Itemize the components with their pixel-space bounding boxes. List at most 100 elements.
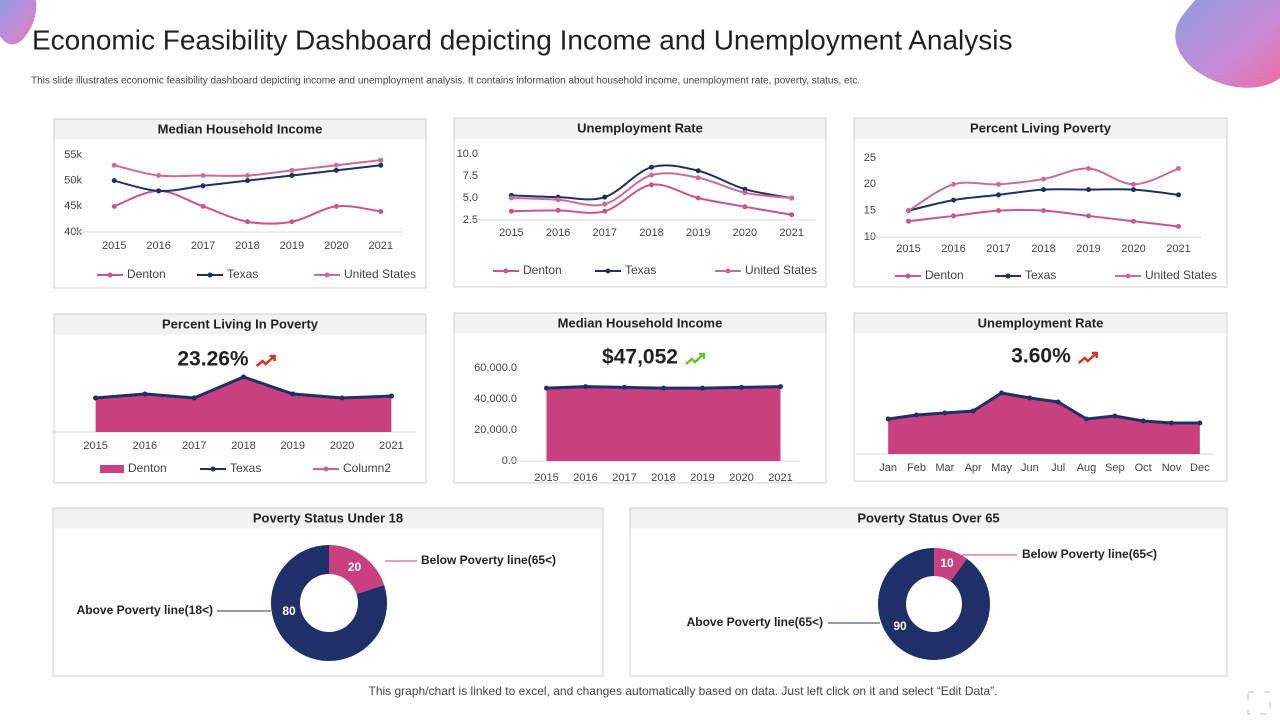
point bbox=[1176, 166, 1181, 172]
x-tick-label: 2017 bbox=[612, 472, 636, 484]
point bbox=[1041, 176, 1046, 182]
point bbox=[1112, 413, 1118, 419]
legend-label: United States bbox=[344, 267, 416, 281]
legend-swatch bbox=[210, 466, 216, 472]
point bbox=[111, 162, 117, 168]
point bbox=[555, 197, 561, 203]
x-tick-label: Feb bbox=[907, 462, 926, 474]
point bbox=[289, 219, 295, 225]
x-tick-label: 2019 bbox=[281, 440, 305, 452]
y-tick-label: 50k bbox=[64, 175, 82, 187]
x-tick-label: 2016 bbox=[573, 472, 597, 484]
point bbox=[339, 395, 345, 401]
x-tick-label: 2017 bbox=[593, 227, 617, 239]
legend-swatch bbox=[605, 268, 611, 274]
point bbox=[378, 208, 384, 214]
legend-label: Denton bbox=[925, 268, 964, 282]
x-tick-label: 2017 bbox=[986, 243, 1010, 255]
x-tick-label: Aug bbox=[1077, 462, 1097, 474]
headline: 23.26% bbox=[177, 348, 249, 371]
point bbox=[1086, 213, 1091, 219]
donut-slice bbox=[934, 548, 967, 582]
panel bbox=[453, 117, 827, 288]
point bbox=[1084, 416, 1089, 422]
slice-label: Above Poverty line(65<) bbox=[687, 615, 823, 629]
point bbox=[1027, 395, 1033, 401]
panel-header bbox=[53, 508, 603, 529]
legend-swatch bbox=[207, 272, 213, 278]
point bbox=[1197, 420, 1203, 426]
legend-label: Texas bbox=[230, 461, 261, 475]
corner-decoration bbox=[1175, 0, 1280, 88]
panel bbox=[53, 118, 427, 289]
x-tick-label: Sep bbox=[1105, 462, 1125, 474]
point bbox=[1131, 181, 1136, 187]
y-tick-label: 40k bbox=[64, 226, 82, 238]
panel-title: Poverty Status Over 65 bbox=[857, 510, 999, 525]
point bbox=[156, 188, 162, 194]
x-tick-label: 2021 bbox=[779, 227, 803, 239]
page-title: Economic Feasibility Dashboard depicting… bbox=[32, 24, 1013, 55]
point bbox=[970, 408, 976, 414]
point bbox=[789, 195, 795, 201]
point bbox=[1176, 223, 1181, 229]
slice-label: Below Poverty line(65<) bbox=[1022, 547, 1157, 561]
panel-title: Percent Living In Poverty bbox=[162, 316, 319, 331]
y-tick-label: 15 bbox=[864, 205, 876, 217]
donut-slice bbox=[329, 545, 385, 595]
x-tick-label: 2015 bbox=[102, 240, 126, 252]
point bbox=[245, 219, 250, 225]
legend-swatch bbox=[1005, 273, 1011, 279]
point bbox=[649, 172, 654, 178]
point bbox=[245, 178, 250, 184]
point bbox=[508, 195, 514, 201]
x-tick-label: 2019 bbox=[690, 472, 714, 484]
point bbox=[1131, 218, 1136, 224]
data-label: 20 bbox=[348, 560, 362, 574]
x-tick-label: 2020 bbox=[729, 472, 753, 484]
point bbox=[914, 412, 919, 418]
x-tick-label: 2020 bbox=[324, 240, 348, 252]
x-tick-label: 2015 bbox=[83, 440, 107, 452]
point bbox=[1041, 187, 1046, 193]
data-label: 80 bbox=[282, 604, 296, 618]
y-tick-label: 55k bbox=[64, 149, 82, 161]
panel-header bbox=[630, 508, 1227, 529]
point bbox=[739, 384, 744, 390]
y-tick-label: 45k bbox=[64, 200, 82, 212]
line bbox=[887, 391, 1200, 425]
point bbox=[906, 218, 911, 224]
point bbox=[142, 391, 148, 397]
headline: 3.60% bbox=[1011, 345, 1071, 368]
point bbox=[661, 385, 666, 391]
point bbox=[742, 190, 748, 196]
point bbox=[742, 204, 748, 210]
headline: $47,052 bbox=[602, 346, 678, 369]
legend-label: United States bbox=[1145, 268, 1217, 282]
point bbox=[999, 390, 1004, 396]
trend-arrow bbox=[255, 354, 276, 367]
point bbox=[333, 203, 339, 209]
legend-swatch bbox=[100, 465, 124, 473]
footer-note: This graph/chart is linked to excel, and… bbox=[369, 684, 998, 698]
slice-label: Below Poverty line(65<) bbox=[421, 553, 556, 567]
legend-label: Texas bbox=[1025, 268, 1056, 282]
point bbox=[602, 208, 608, 214]
area bbox=[546, 386, 781, 461]
x-tick-label: May bbox=[991, 462, 1012, 474]
legend-swatch bbox=[905, 273, 911, 279]
x-tick-label: Nov bbox=[1162, 462, 1182, 474]
x-tick-label: 2017 bbox=[182, 440, 206, 452]
x-tick-label: 2016 bbox=[133, 440, 157, 452]
slice-label: Above Poverty line(18<) bbox=[77, 603, 213, 617]
panel-header bbox=[54, 314, 426, 335]
point bbox=[1041, 208, 1046, 214]
donut-slice bbox=[878, 548, 991, 661]
panel bbox=[853, 117, 1228, 288]
point bbox=[1131, 187, 1136, 193]
point bbox=[996, 208, 1001, 214]
legend-label: United States bbox=[745, 263, 817, 277]
point bbox=[1086, 166, 1091, 172]
legend-swatch bbox=[503, 268, 509, 274]
